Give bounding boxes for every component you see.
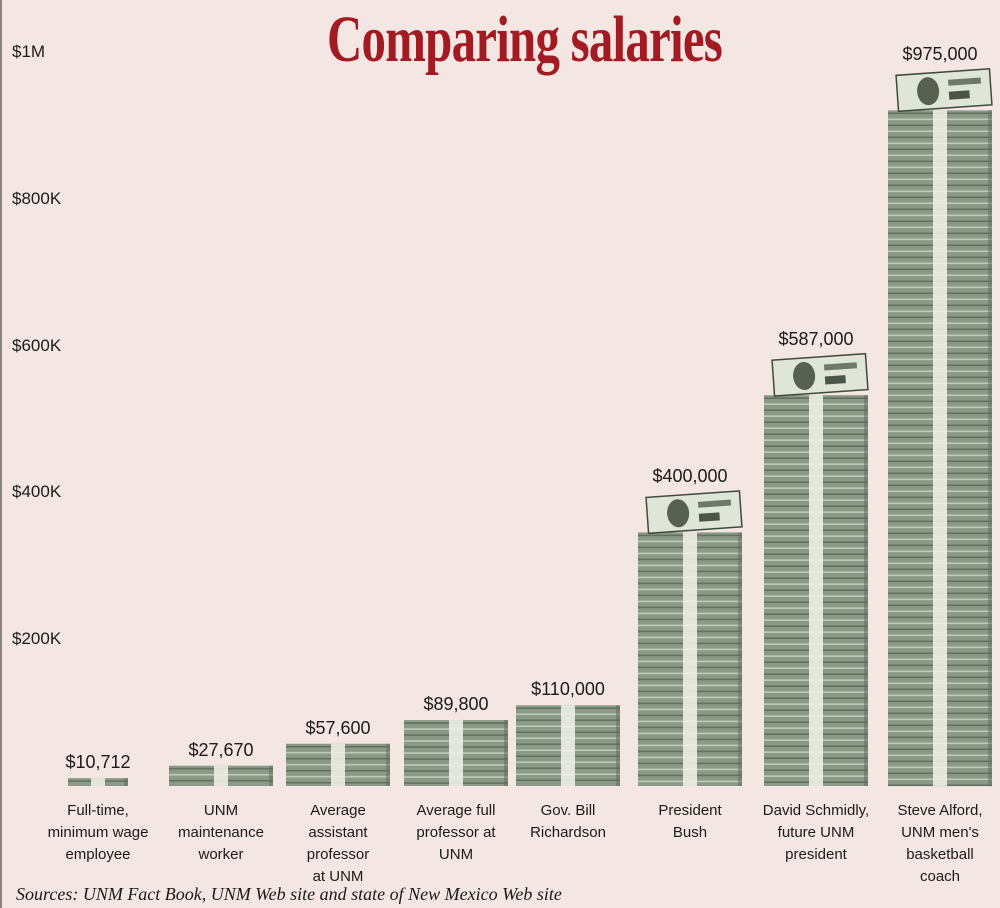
chart-title: Comparing salaries bbox=[327, 3, 723, 76]
value-label: $27,670 bbox=[188, 739, 254, 760]
salary-bar bbox=[286, 743, 390, 786]
category-label-line: David Schmidly, bbox=[762, 802, 870, 819]
y-tick-label: $600K bbox=[12, 335, 62, 355]
bill-stack-shadow bbox=[988, 110, 992, 787]
bill-stack-shadow bbox=[504, 720, 508, 786]
top-bill bbox=[645, 490, 743, 535]
bill-print bbox=[697, 499, 732, 508]
category-label-line: at UNM bbox=[312, 868, 364, 885]
category-label-line: future UNM bbox=[777, 824, 855, 841]
category-label-line: Full-time, bbox=[67, 802, 129, 819]
category-label-line: professor bbox=[306, 846, 370, 863]
category-label-line: worker bbox=[198, 846, 244, 863]
top-bill bbox=[771, 352, 869, 397]
salary-bar bbox=[638, 490, 743, 786]
value-label: $975,000 bbox=[902, 44, 978, 65]
bill-band bbox=[683, 532, 697, 786]
source-note: Sources: UNM Fact Book, UNM Web site and… bbox=[16, 884, 562, 904]
salary-bar bbox=[404, 720, 508, 786]
bill-band bbox=[809, 395, 823, 786]
category-label: Gov. Bill Richardson bbox=[506, 800, 630, 844]
bill-print bbox=[948, 90, 970, 100]
category-label-line: assistant bbox=[308, 824, 368, 841]
salary-bar bbox=[169, 765, 273, 786]
value-label: $110,000 bbox=[531, 679, 605, 700]
category-label-line: UNM bbox=[203, 802, 239, 819]
bill-band bbox=[331, 743, 345, 786]
category-label-line: President bbox=[658, 802, 722, 819]
bill-band bbox=[561, 705, 575, 786]
value-label: $57,600 bbox=[305, 717, 371, 738]
bill-print bbox=[698, 512, 720, 522]
category-label-line: Steve Alford, bbox=[897, 802, 983, 819]
bill-print bbox=[824, 375, 846, 385]
value-label: $10,712 bbox=[65, 752, 131, 773]
bill-stack-shadow bbox=[864, 395, 868, 786]
bill-face bbox=[645, 490, 743, 535]
bill-face bbox=[895, 68, 993, 113]
category-label-line: Bush bbox=[672, 824, 708, 841]
category-label: UNM maintenance worker bbox=[159, 800, 283, 866]
value-label: $400,000 bbox=[652, 466, 728, 487]
y-tick-label: $800K bbox=[12, 188, 62, 208]
category-label-line: president bbox=[785, 846, 847, 863]
category-label-line: Richardson bbox=[530, 824, 606, 841]
bill-stack-shadow bbox=[124, 778, 128, 786]
category-label-line: Gov. Bill bbox=[540, 802, 596, 819]
category-label-line: UNM men's bbox=[901, 824, 979, 841]
value-label: $89,800 bbox=[423, 694, 489, 715]
bill-portrait bbox=[793, 361, 816, 390]
salary-bar bbox=[516, 705, 620, 786]
bill-band bbox=[449, 720, 463, 786]
bill-stack-shadow bbox=[386, 743, 390, 786]
category-label-line: Average full bbox=[416, 802, 496, 819]
category-label-line: minimum wage bbox=[47, 824, 149, 841]
bill-print bbox=[947, 77, 982, 86]
category-label-line: UNM bbox=[438, 846, 474, 863]
bill-stack-shadow bbox=[738, 532, 742, 786]
bill-band bbox=[933, 110, 947, 787]
y-tick-label: $1M bbox=[12, 42, 46, 61]
top-bill bbox=[895, 68, 993, 113]
y-tick-label: $200K bbox=[12, 629, 62, 649]
category-label: Average full professor at UNM bbox=[394, 800, 518, 866]
category-label: Average assistant professor at UNM bbox=[276, 800, 400, 888]
bill-face bbox=[771, 352, 869, 397]
salary-bar bbox=[764, 352, 869, 786]
bill-portrait bbox=[917, 77, 940, 106]
salary-bar bbox=[888, 68, 993, 787]
category-label: Steve Alford, UNM men's basketball coach bbox=[878, 800, 1000, 888]
category-label: David Schmidly, future UNM president bbox=[754, 800, 878, 866]
category-label-line: coach bbox=[919, 868, 961, 885]
bill-stack-shadow bbox=[616, 705, 620, 786]
bill-print bbox=[823, 362, 858, 371]
bill-stack-shadow bbox=[269, 765, 273, 786]
bill-band bbox=[91, 778, 105, 786]
category-label-line: professor at bbox=[416, 824, 496, 841]
category-label-line: maintenance bbox=[178, 824, 264, 841]
bill-band bbox=[214, 765, 228, 786]
value-label: $587,000 bbox=[778, 329, 854, 350]
category-label: Full-time, minimum wage employee bbox=[36, 800, 160, 866]
category-label-line: employee bbox=[65, 846, 131, 863]
bill-portrait bbox=[667, 499, 690, 528]
salary-bar bbox=[68, 778, 128, 786]
y-tick-label: $400K bbox=[12, 482, 62, 502]
category-label-line: Average bbox=[310, 802, 366, 819]
category-label: President Bush bbox=[628, 800, 752, 844]
category-label-line: basketball bbox=[906, 846, 974, 863]
